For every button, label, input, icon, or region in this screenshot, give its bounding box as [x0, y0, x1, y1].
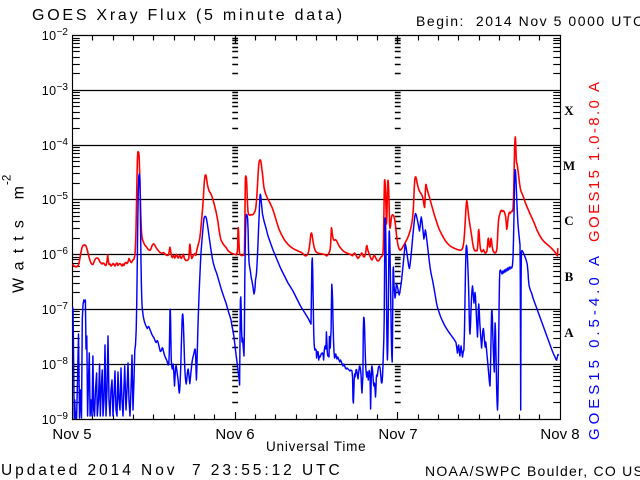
svg-text:Watts m: Watts m — [11, 186, 28, 293]
svg-text:GOES15 0.5-4.0 A: GOES15 0.5-4.0 A — [586, 256, 603, 440]
svg-text:GOES15 1.0-8.0 A: GOES15 1.0-8.0 A — [586, 82, 603, 242]
svg-text:-2: -2 — [2, 175, 14, 185]
